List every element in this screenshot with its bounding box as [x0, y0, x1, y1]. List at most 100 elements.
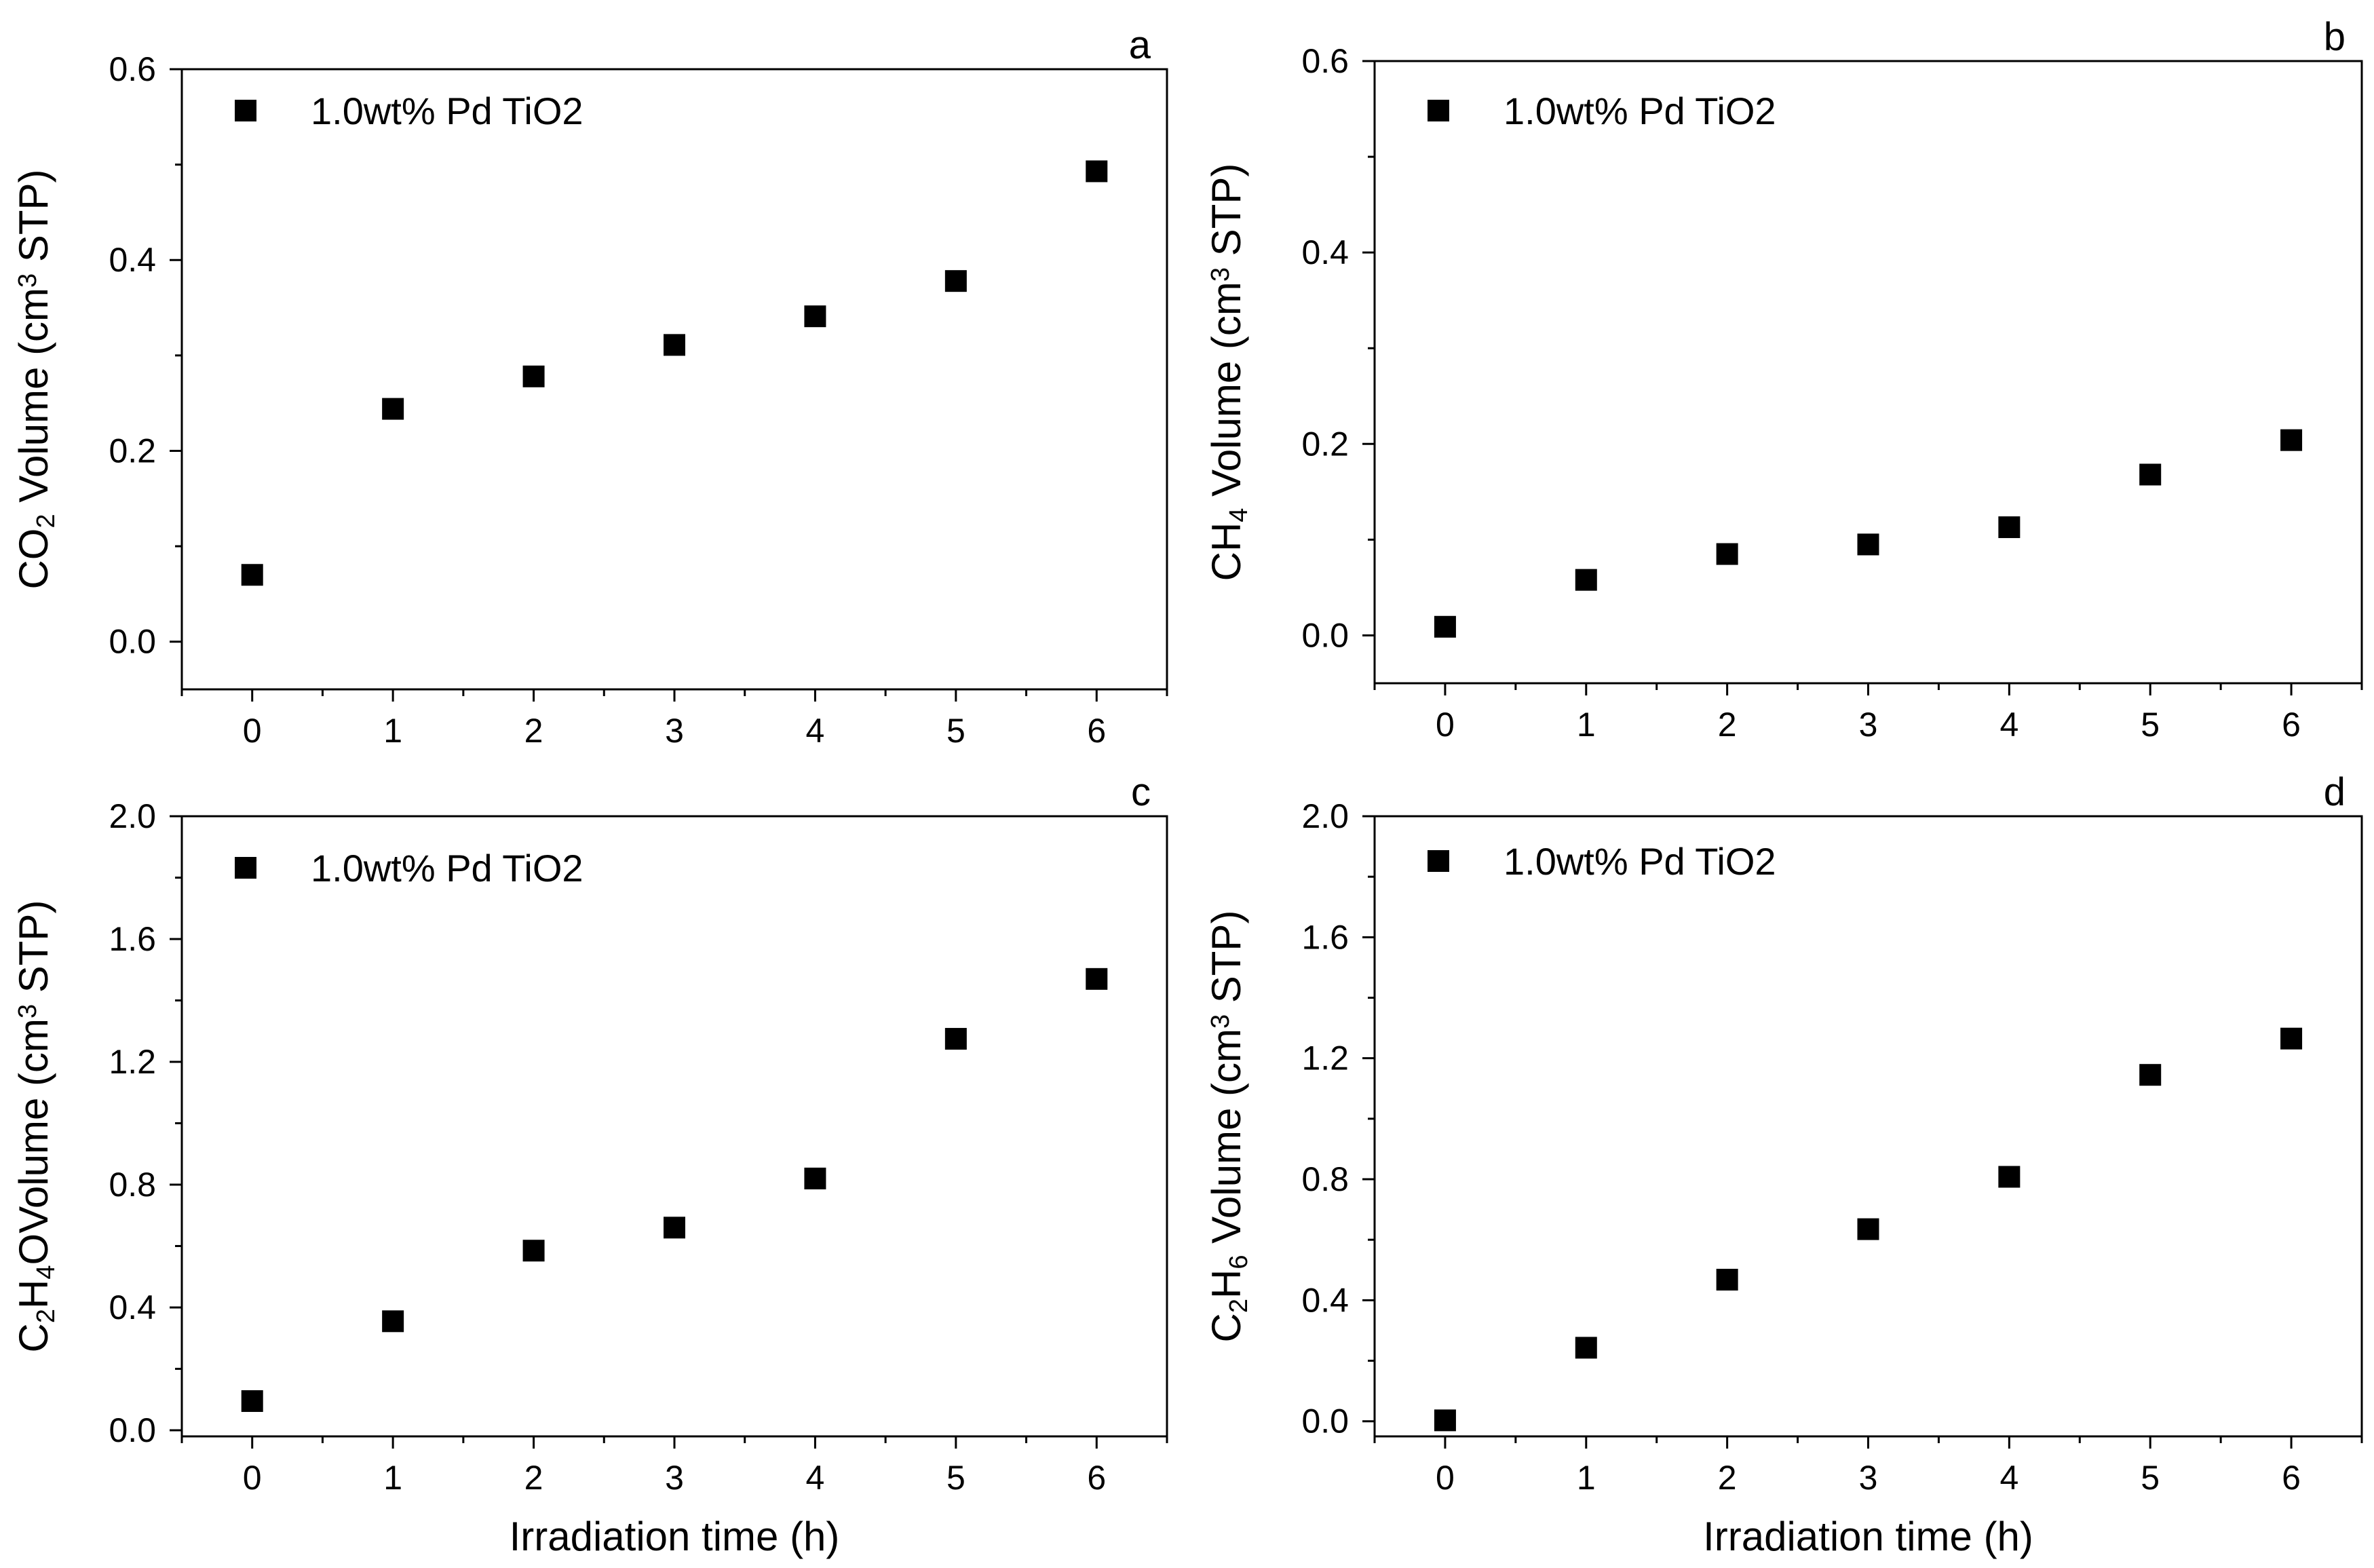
data-point — [1857, 1218, 1879, 1240]
x-tick-label: 5 — [2141, 706, 2160, 744]
y-axis-label-part: CO — [11, 529, 56, 590]
data-point — [664, 334, 685, 356]
data-point — [241, 564, 263, 586]
legend-label: 1.0wt% Pd TiO2 — [311, 847, 583, 890]
data-point — [804, 1167, 826, 1189]
y-tick-label: 1.6 — [1301, 918, 1349, 956]
y-axis-label-part: 4 — [32, 1265, 60, 1279]
x-tick-label: 1 — [1577, 706, 1596, 744]
x-tick-label: 0 — [1436, 706, 1455, 744]
y-tick-label: 1.2 — [1301, 1039, 1349, 1077]
x-tick-label: 0 — [243, 1459, 262, 1497]
x-tick-label: 6 — [2282, 706, 2301, 744]
data-point — [1998, 1166, 2021, 1188]
data-point — [2280, 429, 2303, 451]
y-tick-label: 2.0 — [109, 797, 156, 835]
x-tick-label: 0 — [243, 712, 262, 750]
x-tick-label: 3 — [1859, 1459, 1878, 1497]
data-point — [1716, 543, 1738, 565]
data-point — [1575, 1337, 1597, 1359]
legend-marker — [235, 857, 256, 879]
x-tick-label: 1 — [383, 712, 402, 750]
plot-frame — [1373, 815, 2363, 1438]
data-point — [2139, 463, 2162, 486]
data-point — [522, 1240, 545, 1262]
y-tick-label: 0.2 — [109, 432, 156, 470]
y-axis-label-part: STP) — [1204, 164, 1249, 267]
legend-marker — [1428, 850, 1449, 872]
x-tick-label: 5 — [946, 1459, 965, 1497]
x-tick-label: 4 — [1999, 1459, 2018, 1497]
x-tick-label: 5 — [2141, 1459, 2160, 1497]
data-point — [1998, 516, 2021, 539]
x-tick-label: 2 — [524, 1459, 543, 1497]
data-point — [1086, 968, 1108, 990]
legend-marker — [1428, 100, 1449, 121]
data-point — [2139, 1064, 2162, 1086]
data-point — [1716, 1269, 1738, 1291]
y-axis-label-part: 3 — [1206, 267, 1235, 282]
y-axis-label-part: C — [1204, 1313, 1249, 1342]
y-axis-label-part: STP) — [11, 900, 56, 1004]
y-axis-label: CO2 Volume (cm3 STP) — [11, 169, 60, 589]
x-tick-label: 6 — [1087, 1459, 1106, 1497]
data-point — [1434, 615, 1456, 638]
y-tick-label: 0.6 — [109, 50, 156, 88]
x-axis-label: Irradiation time (h) — [510, 1514, 840, 1559]
y-axis-label-part: H — [1204, 1269, 1249, 1299]
y-axis-label-part: 2 — [1225, 1299, 1253, 1313]
data-point — [2280, 1027, 2303, 1050]
x-tick-label: 2 — [1718, 706, 1737, 744]
legend-label: 1.0wt% Pd TiO2 — [1504, 840, 1776, 883]
y-tick-label: 0.8 — [109, 1166, 156, 1204]
y-tick-label: 0.0 — [109, 623, 156, 661]
data-point — [1857, 533, 1879, 556]
x-tick-label: 0 — [1436, 1459, 1455, 1497]
y-axis-label-part: CH — [1204, 522, 1249, 581]
y-axis-label: C2H4OVolume (cm3 STP) — [11, 900, 60, 1353]
y-tick-label: 1.6 — [109, 920, 156, 958]
y-axis-label-part: STP) — [11, 169, 56, 273]
data-point — [944, 270, 967, 292]
x-tick-label: 4 — [1999, 706, 2018, 744]
legend-label: 1.0wt% Pd TiO2 — [311, 90, 583, 132]
y-tick-label: 0.0 — [1301, 616, 1349, 654]
y-tick-label: 0.4 — [1301, 1281, 1349, 1319]
y-tick-label: 0.4 — [1301, 233, 1349, 271]
x-tick-label: 2 — [524, 712, 543, 750]
y-tick-label: 0.4 — [109, 1288, 156, 1326]
y-tick-label: 0.4 — [109, 241, 156, 279]
y-tick-label: 2.0 — [1301, 797, 1349, 835]
data-point — [1575, 569, 1597, 591]
y-tick-label: 0.8 — [1301, 1160, 1349, 1198]
y-axis-label: CH4 Volume (cm3 STP) — [1204, 164, 1253, 581]
data-point — [382, 1310, 404, 1333]
data-point — [241, 1390, 263, 1412]
panel-letter: d — [2324, 770, 2346, 814]
y-axis-label-part: 3 — [1206, 1014, 1235, 1029]
x-tick-label: 4 — [806, 1459, 825, 1497]
y-tick-label: 0.2 — [1301, 425, 1349, 463]
y-axis-label-part: 2 — [32, 1309, 60, 1323]
y-axis-label-part: C — [11, 1323, 56, 1352]
x-tick-label: 4 — [806, 712, 825, 750]
panel-letter: b — [2324, 15, 2346, 59]
data-point — [1086, 160, 1108, 183]
x-tick-label: 2 — [1718, 1459, 1737, 1497]
y-tick-label: 0.6 — [1301, 42, 1349, 80]
y-tick-label: 0.0 — [109, 1411, 156, 1449]
plot-frame — [180, 68, 1168, 691]
x-tick-label: 6 — [2282, 1459, 2301, 1497]
x-tick-label: 1 — [1577, 1459, 1596, 1497]
x-tick-label: 3 — [665, 1459, 684, 1497]
y-axis-label-part: 6 — [1225, 1255, 1253, 1269]
y-axis-label-part: STP) — [1204, 911, 1249, 1014]
y-tick-label: 1.2 — [109, 1043, 156, 1081]
panel-letter: c — [1131, 770, 1151, 814]
plot-frame — [1373, 60, 2363, 685]
y-axis-label-part: 3 — [14, 273, 42, 288]
panel-letter: a — [1129, 23, 1151, 67]
y-axis-label-part: 2 — [32, 514, 60, 528]
